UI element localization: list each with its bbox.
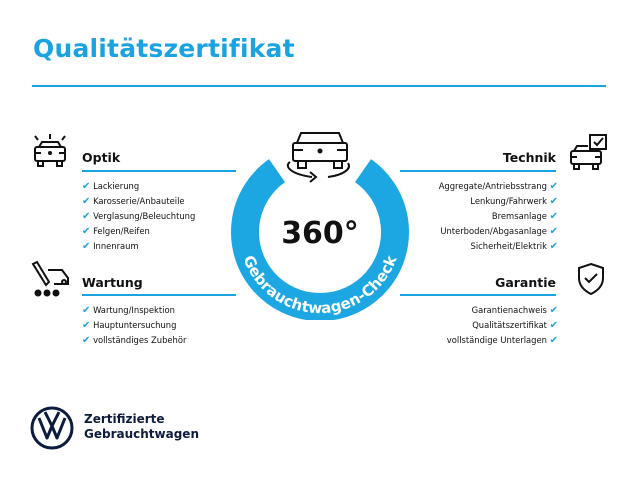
section-title-garantie: Garantie [495, 275, 556, 290]
list-item: Unterboden/Abgasanlage ✔ [440, 226, 558, 237]
list-item: Lenkung/Fahrwerk ✔ [470, 196, 558, 207]
check-360-badge: Gebrauchtwagen-Check 360° [231, 132, 409, 320]
badge-value: 360° [281, 216, 359, 251]
technik-divider [400, 170, 556, 172]
list-item: Bremsanlage ✔ [491, 211, 558, 222]
check-icon: ✔ [82, 305, 91, 316]
check-icon: ✔ [549, 305, 558, 316]
section-title-wartung: Wartung [82, 275, 143, 290]
list-item: Aggregate/Antriebsstrang ✔ [438, 181, 558, 192]
list-item: ✔ Verglasung/Beleuchtung [82, 211, 196, 222]
service-tools-icon [31, 260, 69, 297]
check-icon: ✔ [549, 241, 558, 252]
garantie-divider [400, 294, 556, 296]
wartung-divider [82, 294, 236, 296]
check-icon: ✔ [549, 335, 558, 346]
car-lights-icon [34, 134, 66, 167]
list-item: vollständige Unterlagen ✔ [446, 335, 558, 346]
optik-divider [82, 170, 236, 172]
check-icon: ✔ [549, 181, 558, 192]
check-icon: ✔ [82, 181, 91, 192]
check-icon: ✔ [82, 226, 91, 237]
list-item: ✔ Hauptuntersuchung [82, 320, 177, 331]
check-icon: ✔ [549, 320, 558, 331]
check-icon: ✔ [82, 196, 91, 207]
badge-ring [231, 159, 409, 320]
car-rotate-icon [286, 132, 350, 183]
check-icon: ✔ [82, 335, 91, 346]
list-item: ✔ Lackierung [82, 181, 140, 192]
page-title: Qualitätszertifikat [33, 34, 295, 63]
section-title-optik: Optik [82, 150, 121, 165]
list-item: ✔ Innenraum [82, 241, 139, 252]
check-icon: ✔ [549, 211, 558, 222]
list-item: ✔ vollständiges Zubehör [82, 335, 187, 346]
list-item: Sicherheit/Elektrik ✔ [470, 241, 558, 252]
check-icon: ✔ [82, 241, 91, 252]
footer-brand-text: Zertifizierte Gebrauchtwagen [84, 412, 199, 441]
vw-logo [30, 406, 74, 450]
list-item: ✔ Felgen/Reifen [82, 226, 150, 237]
check-icon: ✔ [549, 196, 558, 207]
optik-list: ✔ Lackierung ✔ Karosserie/Anbauteile ✔ V… [82, 179, 195, 254]
list-item: Garantienachweis ✔ [471, 305, 558, 316]
list-item: Qualitätszertifikat ✔ [472, 320, 558, 331]
check-icon: ✔ [82, 320, 91, 331]
check-icon: ✔ [549, 226, 558, 237]
wartung-list: ✔ Wartung/Inspektion ✔ Hauptuntersuchung… [82, 303, 186, 348]
list-item: ✔ Karosserie/Anbauteile [82, 196, 185, 207]
section-title-technik: Technik [502, 150, 556, 165]
list-item: ✔ Wartung/Inspektion [82, 305, 175, 316]
technik-list: Aggregate/Antriebsstrang ✔ Lenkung/Fahrw… [439, 179, 558, 254]
car-check-icon [570, 134, 607, 170]
garantie-list: Garantienachweis ✔ Qualitätszertifikat ✔… [447, 303, 558, 348]
check-icon: ✔ [82, 211, 91, 222]
title-divider [32, 85, 606, 87]
shield-check-icon [578, 262, 604, 296]
